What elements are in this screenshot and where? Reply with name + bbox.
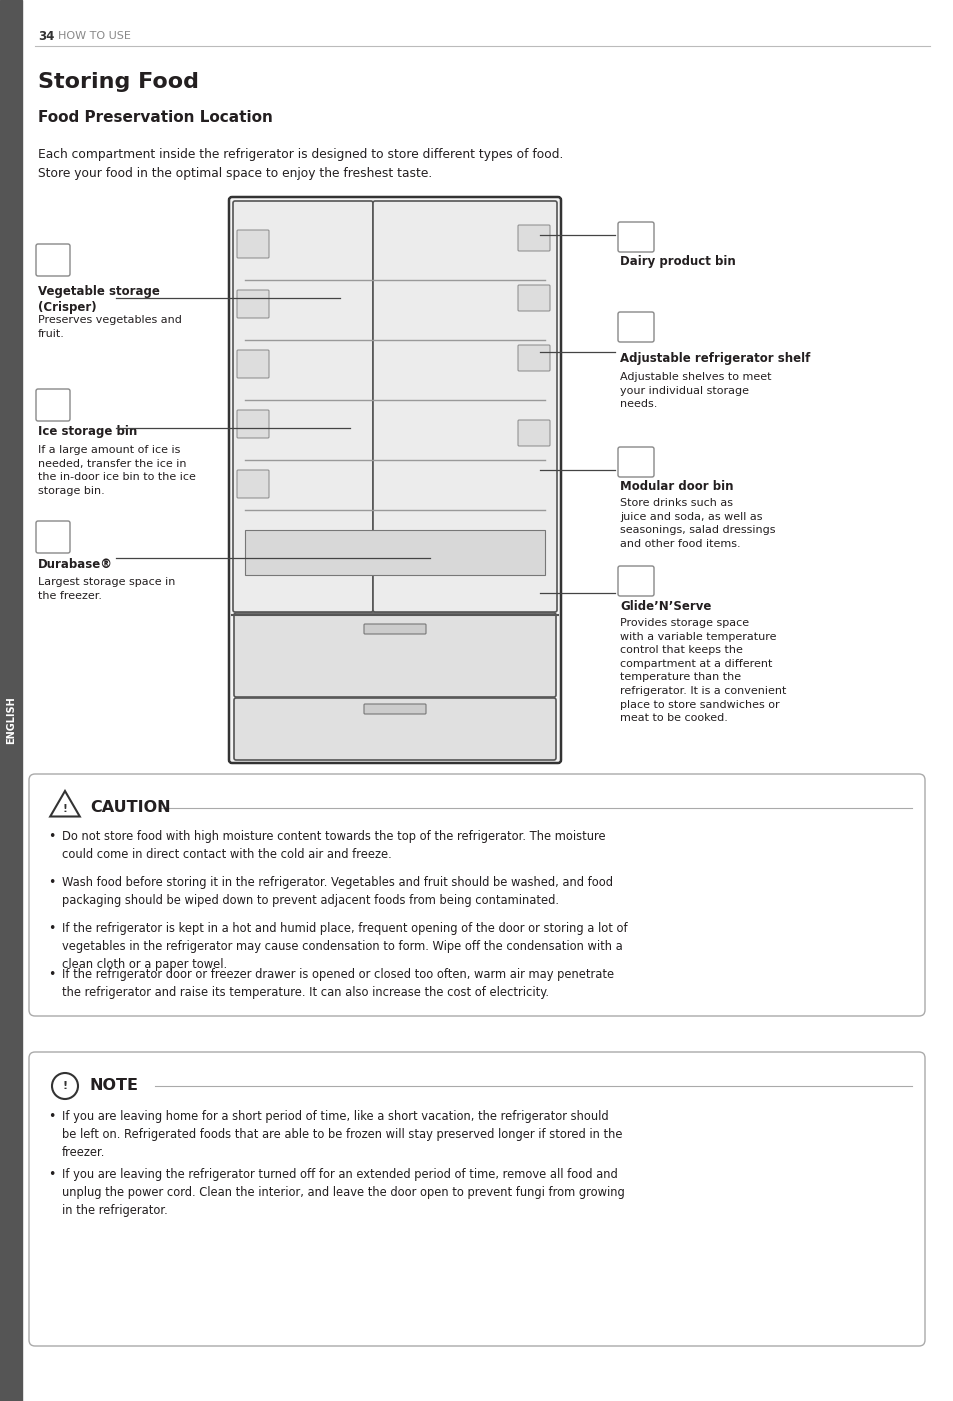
Text: •: •	[48, 876, 55, 890]
Text: NOTE: NOTE	[90, 1077, 139, 1093]
FancyBboxPatch shape	[233, 698, 556, 759]
Text: Preserves vegetables and
fruit.: Preserves vegetables and fruit.	[38, 315, 182, 339]
Text: Provides storage space
with a variable temperature
control that keeps the
compar: Provides storage space with a variable t…	[619, 618, 785, 723]
FancyBboxPatch shape	[229, 198, 560, 764]
Text: If the refrigerator is kept in a hot and humid place, frequent opening of the do: If the refrigerator is kept in a hot and…	[62, 922, 627, 971]
FancyBboxPatch shape	[245, 530, 544, 574]
Text: Durabase®: Durabase®	[38, 558, 112, 572]
Text: !: !	[63, 804, 68, 814]
Bar	[240, 210, 550, 605]
Text: Largest storage space in
the freezer.: Largest storage space in the freezer.	[38, 577, 175, 601]
FancyBboxPatch shape	[29, 773, 924, 1016]
Text: Store drinks such as
juice and soda, as well as
seasonings, salad dressings
and : Store drinks such as juice and soda, as …	[619, 497, 775, 549]
FancyBboxPatch shape	[236, 350, 269, 378]
Text: •: •	[48, 829, 55, 843]
Text: CAUTION: CAUTION	[90, 800, 171, 814]
Text: Each compartment inside the refrigerator is designed to store different types of: Each compartment inside the refrigerator…	[38, 149, 563, 179]
Text: Do not store food with high moisture content towards the top of the refrigerator: Do not store food with high moisture con…	[62, 829, 605, 862]
Text: Dairy product bin: Dairy product bin	[619, 255, 735, 268]
FancyBboxPatch shape	[517, 420, 550, 446]
Text: Wash food before storing it in the refrigerator. Vegetables and fruit should be : Wash food before storing it in the refri…	[62, 876, 613, 906]
Text: •: •	[48, 1110, 55, 1124]
Text: Food Preservation Location: Food Preservation Location	[38, 111, 273, 126]
FancyBboxPatch shape	[517, 345, 550, 371]
FancyBboxPatch shape	[236, 230, 269, 258]
Text: Adjustable shelves to meet
your individual storage
needs.: Adjustable shelves to meet your individu…	[619, 373, 771, 409]
Text: HOW TO USE: HOW TO USE	[58, 31, 131, 41]
Text: If the refrigerator door or freezer drawer is opened or closed too often, warm a: If the refrigerator door or freezer draw…	[62, 968, 614, 999]
FancyBboxPatch shape	[364, 623, 426, 635]
Text: Ice storage bin: Ice storage bin	[38, 425, 137, 439]
Text: If you are leaving the refrigerator turned off for an extended period of time, r: If you are leaving the refrigerator turn…	[62, 1168, 624, 1217]
FancyBboxPatch shape	[236, 290, 269, 318]
Text: Vegetable storage
(Crisper): Vegetable storage (Crisper)	[38, 284, 160, 314]
Bar	[0, 0, 22, 1401]
Text: •: •	[48, 922, 55, 934]
Text: Adjustable refrigerator shelf: Adjustable refrigerator shelf	[619, 352, 809, 366]
Text: 34: 34	[38, 29, 54, 42]
FancyBboxPatch shape	[373, 200, 557, 612]
FancyBboxPatch shape	[233, 614, 556, 698]
Text: •: •	[48, 1168, 55, 1181]
Text: ENGLISH: ENGLISH	[6, 696, 16, 744]
FancyBboxPatch shape	[517, 226, 550, 251]
FancyBboxPatch shape	[517, 284, 550, 311]
Text: •: •	[48, 968, 55, 981]
FancyBboxPatch shape	[29, 1052, 924, 1346]
Text: Modular door bin: Modular door bin	[619, 481, 733, 493]
FancyBboxPatch shape	[236, 469, 269, 497]
Text: Storing Food: Storing Food	[38, 71, 199, 92]
Text: If a large amount of ice is
needed, transfer the ice in
the in-door ice bin to t: If a large amount of ice is needed, tran…	[38, 446, 195, 496]
Text: Glide’N’Serve: Glide’N’Serve	[619, 600, 711, 614]
Text: !: !	[62, 1082, 68, 1091]
FancyBboxPatch shape	[233, 200, 373, 612]
FancyBboxPatch shape	[236, 410, 269, 439]
FancyBboxPatch shape	[364, 703, 426, 715]
Text: If you are leaving home for a short period of time, like a short vacation, the r: If you are leaving home for a short peri…	[62, 1110, 622, 1159]
